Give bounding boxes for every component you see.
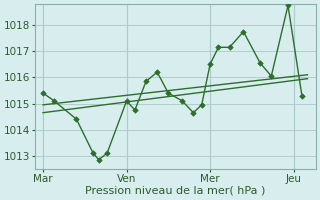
X-axis label: Pression niveau de la mer( hPa ): Pression niveau de la mer( hPa ) (85, 186, 266, 196)
